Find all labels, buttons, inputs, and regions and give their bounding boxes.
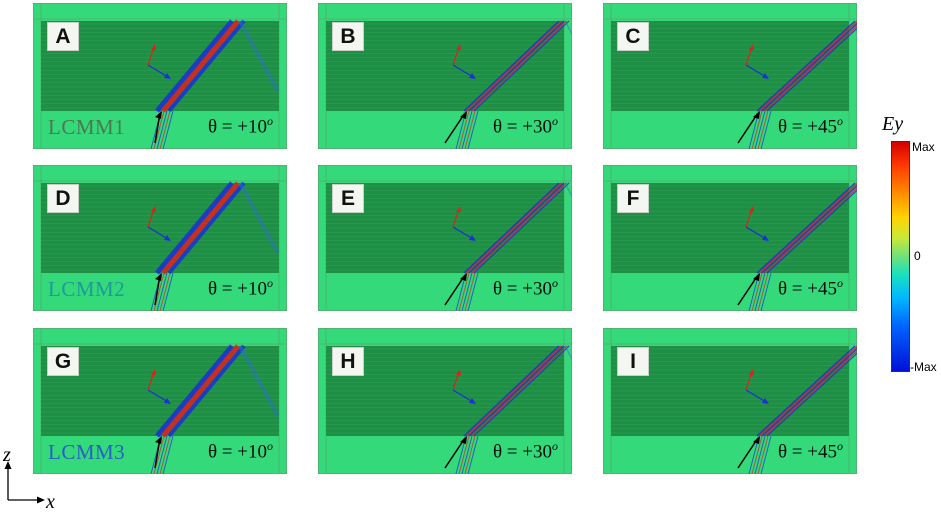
panel-letter: A xyxy=(47,22,79,51)
z-axis-label: z xyxy=(3,444,11,466)
angle-text: θ = +30 xyxy=(492,116,552,138)
angle-text: θ = +45 xyxy=(777,441,837,463)
degree-mark: o xyxy=(267,114,273,128)
beam xyxy=(455,345,572,474)
sample-label: LCMM3 xyxy=(48,440,126,464)
angle-text: θ = +10 xyxy=(207,278,267,300)
panel-letter: B xyxy=(332,22,364,51)
panel-letter: D xyxy=(47,184,79,213)
colorbar-title: Ey xyxy=(882,113,904,135)
field-plot xyxy=(33,3,287,149)
angle-text: θ = +30 xyxy=(492,441,552,463)
degree-mark: o xyxy=(267,439,273,453)
panel-letter: C xyxy=(617,22,649,51)
axis-indicator xyxy=(4,461,45,504)
degree-mark: o xyxy=(837,439,843,453)
incidence-angle-label: θ = +30o xyxy=(493,114,558,138)
colorbar xyxy=(891,141,910,372)
degree-mark: o xyxy=(267,276,273,290)
panel-g: G LCMM3 θ = +10o xyxy=(33,328,287,474)
incidence-angle-label: θ = +10o xyxy=(208,114,273,138)
incidence-angle-label: θ = +30o xyxy=(493,276,558,300)
sample-label: LCMM1 xyxy=(48,115,126,139)
panel-letter: H xyxy=(332,347,364,376)
field-plot xyxy=(33,165,287,311)
degree-mark: o xyxy=(552,114,558,128)
colorbar-min-label: -Max xyxy=(910,360,937,374)
beam xyxy=(150,19,280,149)
colorbar-max-label: Max xyxy=(912,140,935,154)
beam xyxy=(748,182,857,311)
angle-text: θ = +10 xyxy=(207,441,267,463)
incidence-angle-label: θ = +30o xyxy=(493,439,558,463)
colorbar-zero-label: 0 xyxy=(914,249,921,263)
degree-mark: o xyxy=(837,114,843,128)
sample-label: LCMM2 xyxy=(48,277,126,301)
degree-mark: o xyxy=(552,439,558,453)
beam xyxy=(748,20,857,149)
beam xyxy=(455,182,572,311)
panel-letter: I xyxy=(617,347,649,376)
panel-letter: F xyxy=(617,184,649,213)
panel-letter: E xyxy=(332,184,364,213)
field-plot xyxy=(603,165,857,311)
x-axis-label: x xyxy=(46,491,55,513)
incidence-angle-label: θ = +45o xyxy=(778,439,843,463)
angle-text: θ = +45 xyxy=(777,278,837,300)
angle-text: θ = +30 xyxy=(492,278,552,300)
beam xyxy=(150,181,280,311)
incidence-angle-label: θ = +10o xyxy=(208,439,273,463)
incidence-angle-label: θ = +45o xyxy=(778,276,843,300)
incidence-angle-label: θ = +10o xyxy=(208,276,273,300)
angle-text: θ = +45 xyxy=(777,116,837,138)
panel-letter: G xyxy=(47,347,79,376)
angle-text: θ = +10 xyxy=(207,116,267,138)
beam xyxy=(748,345,857,474)
panel-d: D LCMM2 θ = +10o xyxy=(33,165,287,311)
degree-mark: o xyxy=(552,276,558,290)
beam xyxy=(150,344,280,474)
incidence-angle-label: θ = +45o xyxy=(778,114,843,138)
degree-mark: o xyxy=(837,276,843,290)
beam xyxy=(455,20,572,149)
panel-a: A LCMM1 θ = +10o xyxy=(33,3,287,149)
